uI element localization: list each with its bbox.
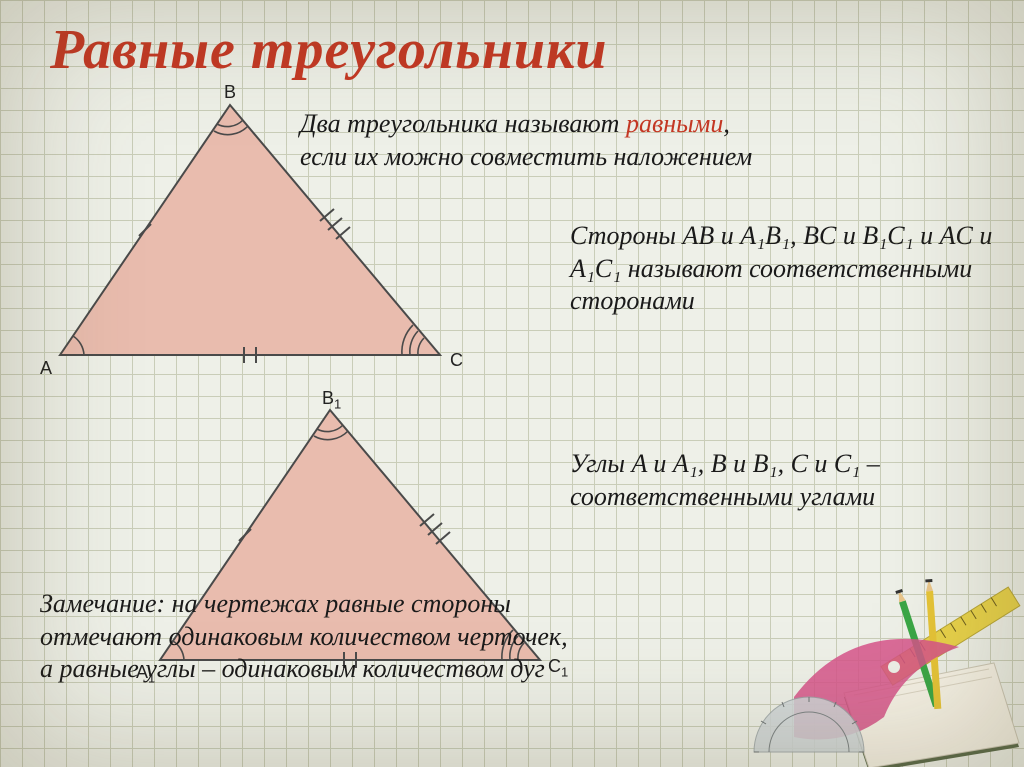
sides-text: Стороны AB и A₁B₁, BC и B₁C₁ и AC и A₁C₁… xyxy=(570,220,1000,318)
note-text: Замечание: на чертежах равные стороны от… xyxy=(40,588,580,686)
angles-text: Углы A и A₁, B и B₁, C и C₁ – соответств… xyxy=(570,448,1010,513)
vertex-B1: B1 xyxy=(322,388,341,412)
definition-text: Два треугольника называют равными, если … xyxy=(300,108,770,173)
stationery-decoration xyxy=(734,577,1024,767)
definition-pre: Два треугольника называют xyxy=(300,109,626,138)
definition-highlight: равными xyxy=(626,109,723,138)
